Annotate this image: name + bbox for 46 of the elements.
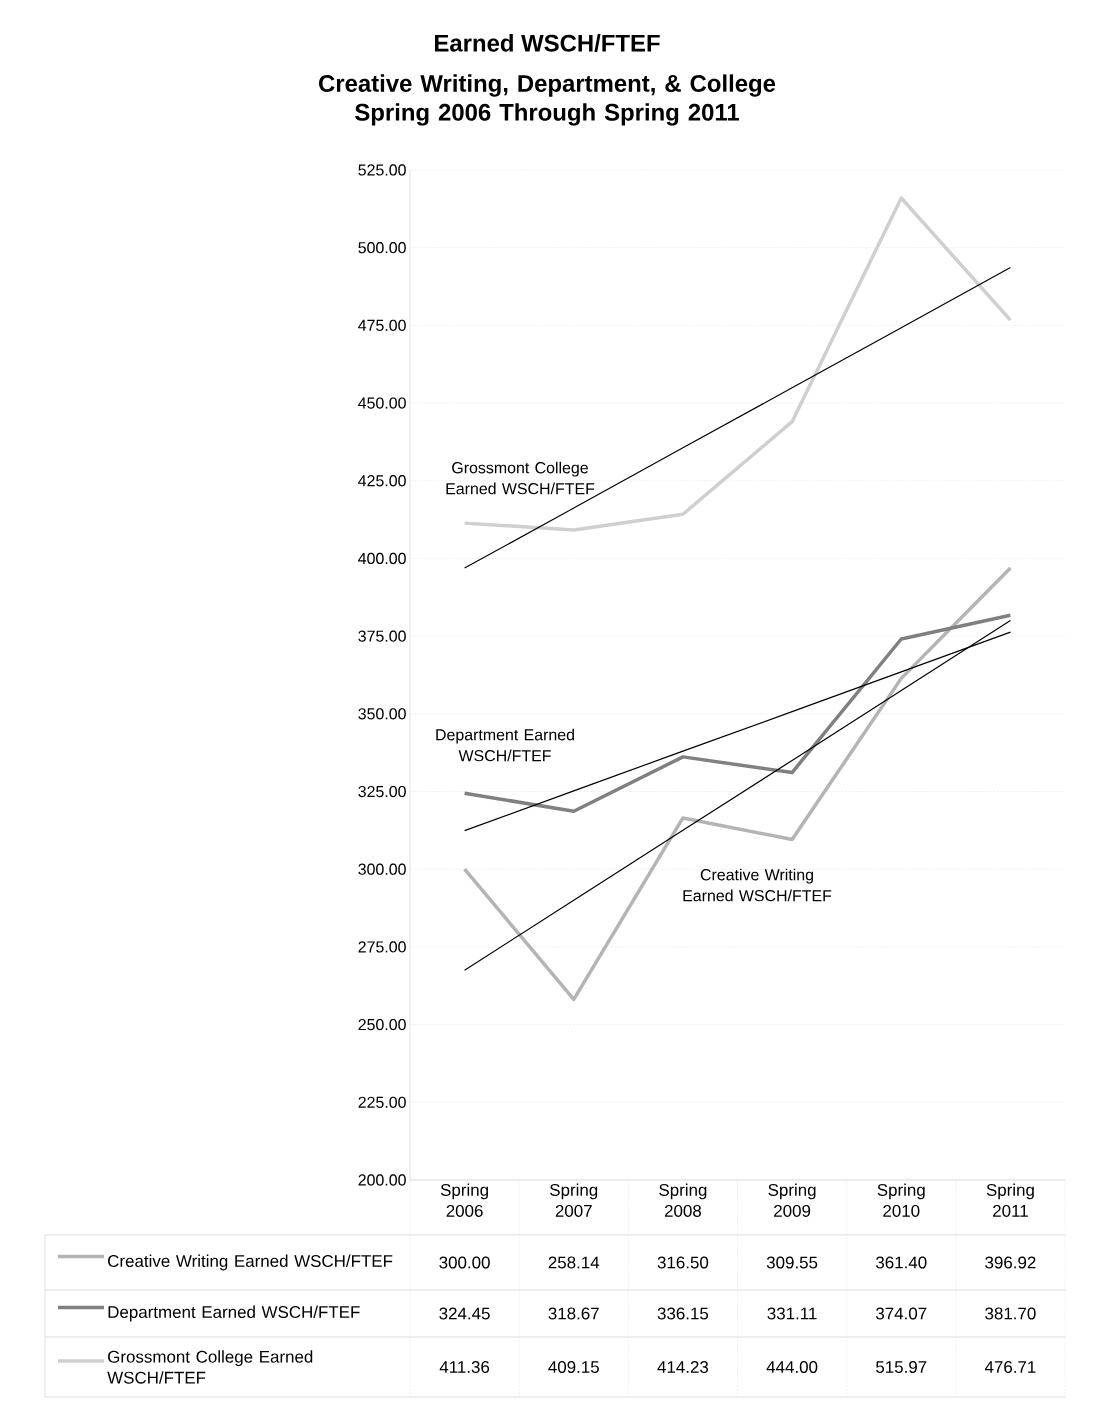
- x-tick-label: Spring 2008: [659, 1183, 707, 1217]
- x-tick-label: Spring 2011: [986, 1183, 1034, 1217]
- y-tick-label: 425.00: [358, 475, 406, 487]
- y-tick-label: 300.00: [358, 863, 406, 875]
- legend-label: Department Earned WSCH/FTEF: [108, 1305, 360, 1322]
- annotation: Creative Writing Earned WSCH/FTEF: [683, 868, 832, 902]
- data-label: 409.15: [548, 1361, 599, 1373]
- chart-subtitle: Creative Writing, Department, & College Spring 2006 Through Spring 2011: [319, 74, 776, 126]
- data-label: 300.00: [439, 1256, 490, 1269]
- y-tick-label: 250.00: [358, 1018, 406, 1031]
- y-tick-label: 450.00: [358, 397, 406, 409]
- y-tick-label: 400.00: [358, 552, 406, 565]
- data-label: 361.40: [876, 1256, 927, 1269]
- y-tick-label: 500.00: [358, 242, 406, 254]
- y-tick-label: 525.00: [358, 164, 406, 176]
- legend-label: Creative Writing Earned WSCH/FTEF: [108, 1254, 393, 1271]
- chart-title: Earned WSCH/FTEF: [435, 34, 660, 52]
- annotation: Department Earned WSCH/FTEF: [436, 728, 574, 762]
- annotation: Grossmont College Earned WSCH/FTEF: [446, 461, 595, 495]
- data-label: 374.07: [876, 1307, 927, 1320]
- data-label: 318.67: [548, 1307, 599, 1320]
- y-tick-label: 325.00: [358, 785, 406, 798]
- data-label: 396.92: [985, 1256, 1036, 1269]
- y-tick-label: 200.00: [358, 1174, 406, 1186]
- x-tick-label: Spring 2007: [550, 1183, 598, 1217]
- x-tick-label: Spring 2009: [768, 1183, 816, 1217]
- data-label: 331.11: [767, 1307, 817, 1320]
- data-label: 476.71: [984, 1361, 1036, 1373]
- y-tick-label: 475.00: [358, 319, 406, 331]
- x-tick-label: Spring 2010: [877, 1183, 925, 1217]
- data-label: 258.14: [548, 1256, 600, 1269]
- data-label: 336.15: [657, 1307, 709, 1320]
- y-tick-label: 225.00: [358, 1096, 406, 1108]
- data-label: 411.36: [439, 1361, 490, 1373]
- y-tick-label: 275.00: [358, 941, 406, 953]
- y-tick-label: 350.00: [358, 708, 406, 720]
- data-label: 309.55: [766, 1256, 818, 1269]
- data-label: 414.23: [657, 1361, 709, 1373]
- data-label: 515.97: [876, 1361, 927, 1373]
- data-label: 444.00: [766, 1361, 818, 1373]
- data-label: 381.70: [985, 1307, 1036, 1320]
- y-tick-label: 375.00: [358, 630, 406, 642]
- legend-label: Grossmont College Earned WSCH/FTEF: [107, 1350, 313, 1384]
- data-label: 316.50: [657, 1256, 709, 1269]
- x-tick-label: Spring 2006: [440, 1183, 488, 1217]
- data-label: 324.45: [439, 1307, 490, 1320]
